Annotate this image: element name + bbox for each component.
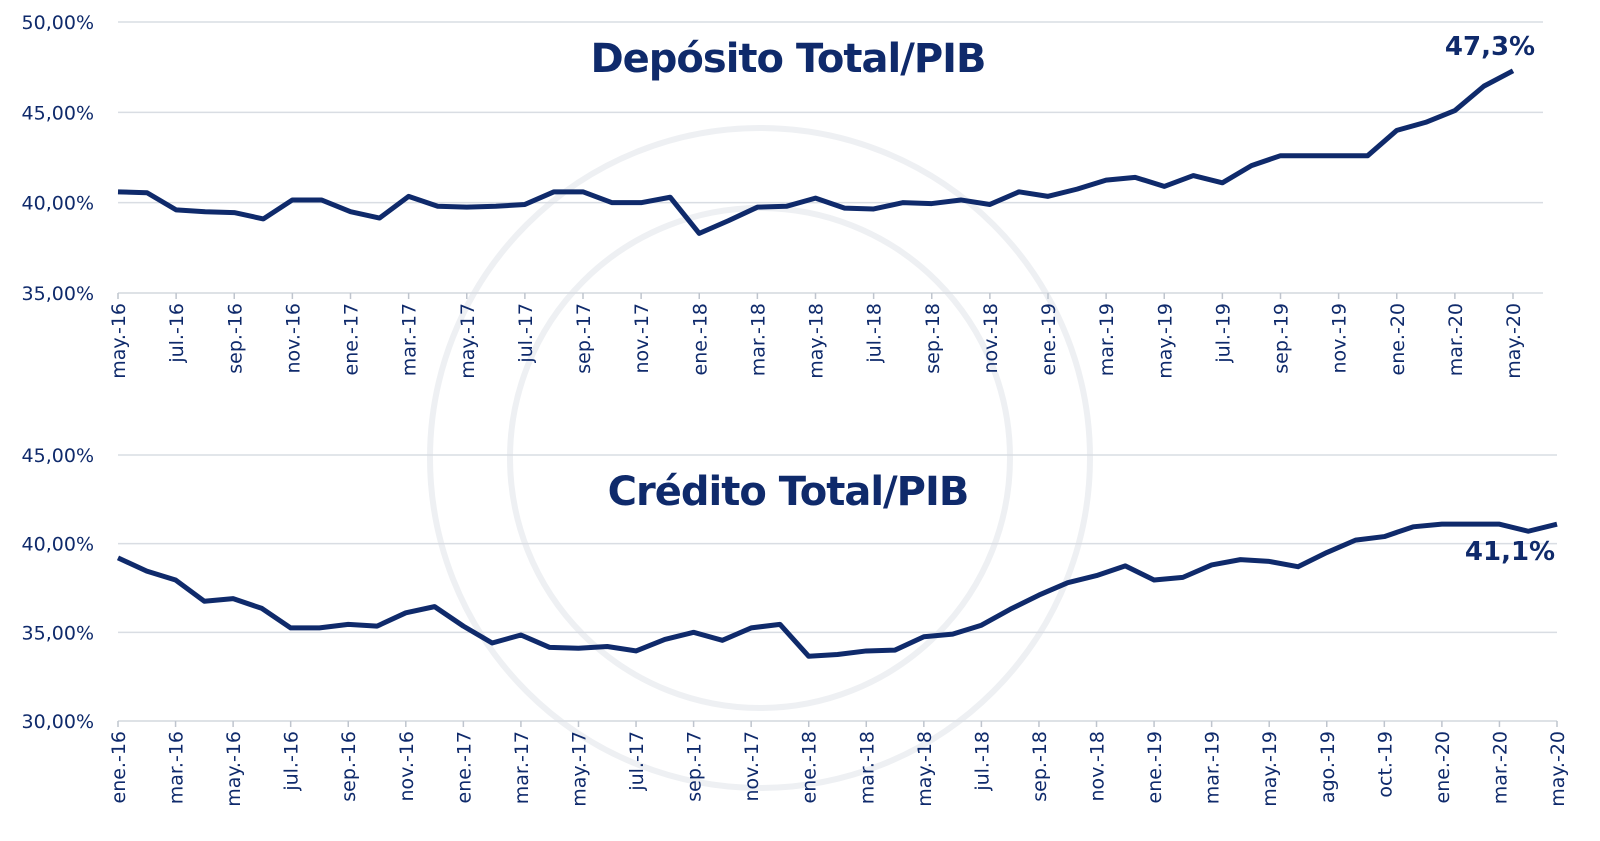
y-tick-label: 45,00% xyxy=(22,102,94,124)
watermark xyxy=(427,125,1093,791)
x-tick-label: may.-16 xyxy=(223,731,245,807)
x-tick-label: may.-18 xyxy=(806,303,828,379)
y-tick-label: 40,00% xyxy=(22,193,94,215)
x-tick-label: sep.-18 xyxy=(1029,731,1051,802)
x-tick-label: mar.-17 xyxy=(511,731,533,804)
x-tick-label: jul.-16 xyxy=(281,731,303,792)
x-tick-label: sep.-17 xyxy=(573,303,595,374)
x-tick-label: mar.-18 xyxy=(747,303,769,376)
x-tick-label: ene.-19 xyxy=(1144,731,1166,804)
x-tick-label: mar.-16 xyxy=(166,731,188,804)
x-tick-label: ene.-18 xyxy=(799,731,821,804)
chart-title: Crédito Total/PIB xyxy=(608,469,969,515)
y-tick-label: 45,00% xyxy=(22,445,94,467)
x-tick-label: sep.-19 xyxy=(1271,303,1293,374)
x-tick-label: nov.-16 xyxy=(396,731,418,802)
x-tick-label: oct.-19 xyxy=(1374,731,1396,798)
y-tick-label: 30,00% xyxy=(22,711,94,733)
x-tick-label: sep.-17 xyxy=(684,731,706,802)
y-tick-label: 40,00% xyxy=(22,534,94,556)
chart-title: Depósito Total/PIB xyxy=(590,36,985,82)
x-tick-label: nov.-19 xyxy=(1329,303,1351,374)
x-tick-label: mar.-17 xyxy=(399,303,421,376)
y-tick-label: 50,00% xyxy=(22,12,94,34)
x-tick-label: mar.-19 xyxy=(1202,731,1224,804)
x-tick-label: nov.-17 xyxy=(741,731,763,802)
x-tick-label: nov.-18 xyxy=(980,303,1002,374)
x-tick-label: sep.-18 xyxy=(922,303,944,374)
x-tick-label: may.-17 xyxy=(568,731,590,807)
x-tick-label: jul.-16 xyxy=(166,303,188,364)
x-tick-label: mar.-18 xyxy=(856,731,878,804)
x-tick-label: may.-19 xyxy=(1154,303,1176,379)
data-line xyxy=(116,521,1558,659)
x-tick-label: nov.-17 xyxy=(631,303,653,374)
x-tick-label: ene.-20 xyxy=(1387,303,1409,376)
x-tick-label: ene.-16 xyxy=(108,731,130,804)
x-tick-label: mar.-20 xyxy=(1489,731,1511,804)
x-tick-label: mar.-20 xyxy=(1445,303,1467,376)
x-tick-label: sep.-16 xyxy=(224,303,246,374)
x-tick-label: jul.-17 xyxy=(515,303,537,364)
x-tick-label: may.-19 xyxy=(1259,731,1281,807)
x-tick-label: sep.-16 xyxy=(338,731,360,802)
x-tick-label: may.-20 xyxy=(1503,303,1525,379)
x-tick-label: ene.-17 xyxy=(453,731,475,804)
x-tick-label: may.-17 xyxy=(457,303,479,379)
x-tick-label: may.-16 xyxy=(108,303,130,379)
annotation: 47,3% xyxy=(1445,32,1535,62)
x-tick-label: ene.-19 xyxy=(1038,303,1060,376)
x-tick-label: jul.-18 xyxy=(971,731,993,792)
x-tick-label: jul.-18 xyxy=(864,303,886,364)
x-tick-label: jul.-19 xyxy=(1212,303,1234,364)
x-tick-label: nov.-16 xyxy=(282,303,304,374)
x-tick-label: may.-20 xyxy=(1547,731,1569,807)
x-tick-label: may.-18 xyxy=(914,731,936,807)
annotation: 41,1% xyxy=(1465,537,1555,567)
x-tick-label: mar.-19 xyxy=(1096,303,1118,376)
y-tick-label: 35,00% xyxy=(22,283,94,305)
x-tick-label: ene.-18 xyxy=(689,303,711,376)
data-line xyxy=(117,68,1515,236)
x-tick-label: ene.-20 xyxy=(1432,731,1454,804)
x-tick-label: nov.-18 xyxy=(1087,731,1109,802)
x-tick-label: ago.-19 xyxy=(1317,731,1339,803)
x-tick-label: ene.-17 xyxy=(341,303,363,376)
x-tick-label: jul.-17 xyxy=(626,731,648,792)
y-tick-label: 35,00% xyxy=(22,622,94,644)
